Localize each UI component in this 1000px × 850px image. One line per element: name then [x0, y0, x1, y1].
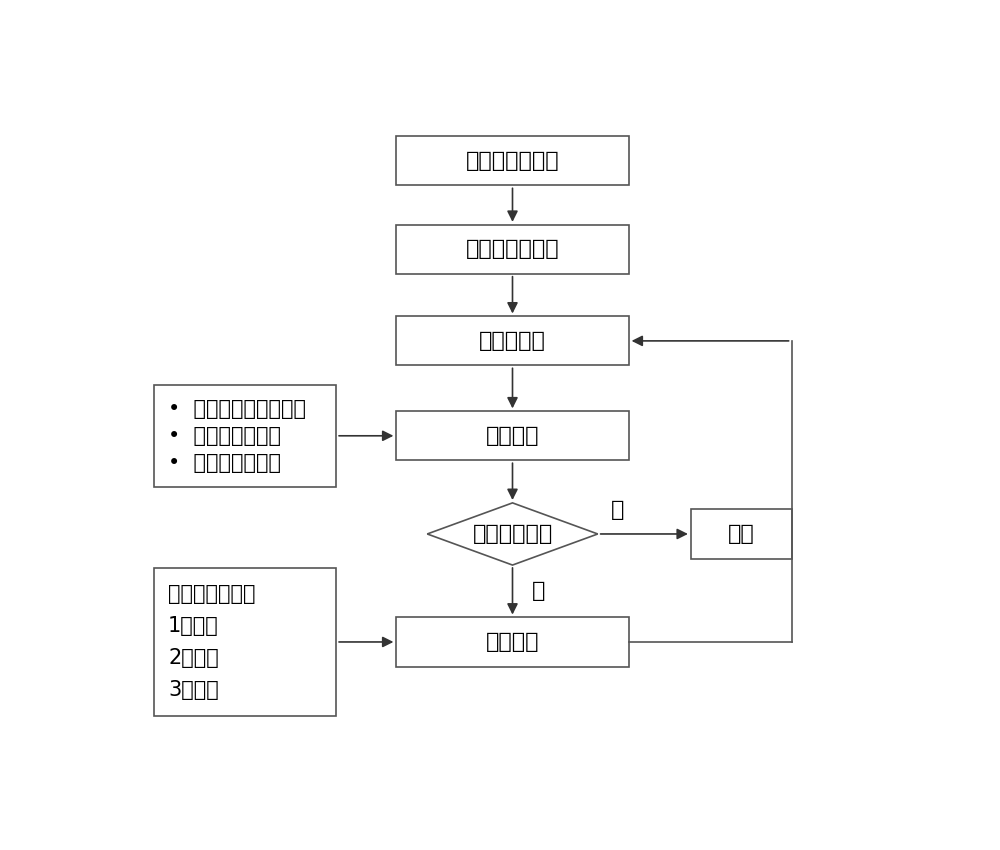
Bar — [396, 316, 629, 366]
Text: 是: 是 — [610, 500, 624, 519]
Bar — [396, 617, 629, 666]
Text: •  位串解码得参数群体: • 位串解码得参数群体 — [168, 399, 306, 418]
Text: •  确定适应度函数: • 确定适应度函数 — [168, 453, 281, 473]
Text: 对参数进行编码: 对参数进行编码 — [466, 239, 559, 259]
Bar — [154, 385, 336, 486]
Bar — [154, 569, 336, 716]
Text: 1）选择: 1）选择 — [168, 616, 219, 636]
Bar — [691, 509, 792, 558]
Text: 确定优化参数集: 确定优化参数集 — [466, 151, 559, 171]
Text: 否: 否 — [532, 581, 545, 601]
Text: 评价群体: 评价群体 — [486, 426, 539, 445]
Text: 3）变异: 3）变异 — [168, 680, 219, 700]
Text: 遗传操作: 遗传操作 — [486, 632, 539, 652]
Text: 三个基本算子：: 三个基本算子： — [168, 584, 256, 604]
Bar — [396, 411, 629, 461]
Text: 2）交叉: 2）交叉 — [168, 648, 219, 668]
Text: 满足停止准则: 满足停止准则 — [472, 524, 553, 544]
Text: 初始化群体: 初始化群体 — [479, 331, 546, 351]
Text: •  计算目标函数值: • 计算目标函数值 — [168, 426, 281, 445]
Bar — [396, 224, 629, 274]
Polygon shape — [427, 503, 598, 565]
Bar — [396, 136, 629, 185]
Text: 结束: 结束 — [728, 524, 755, 544]
